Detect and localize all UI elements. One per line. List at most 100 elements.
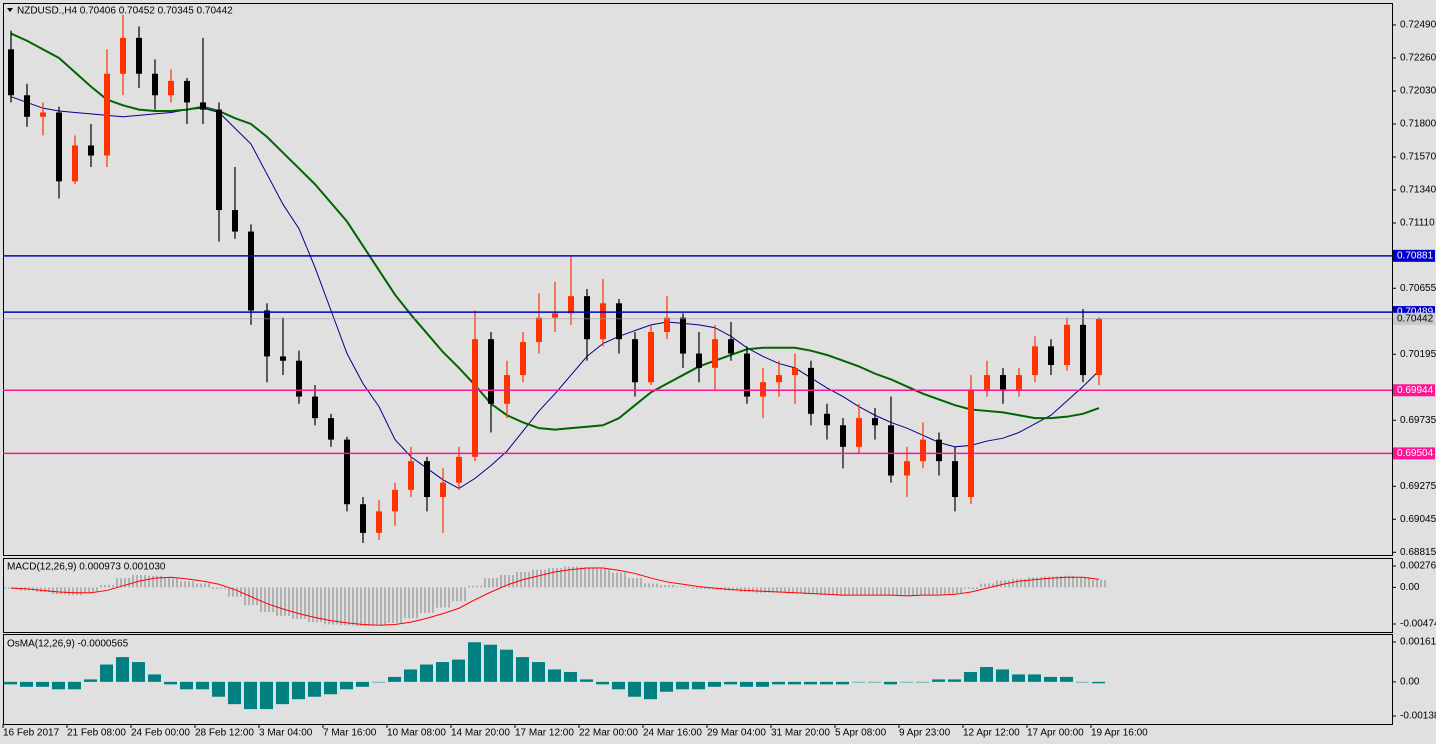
candle-body: [568, 296, 574, 314]
osma-bar: [324, 681, 337, 695]
y-tick-label: 0.72490: [1400, 20, 1436, 31]
osma-bar: [116, 657, 129, 682]
x-tick-label: 24 Feb 00:00: [131, 728, 190, 739]
osma-bar: [564, 671, 577, 682]
osma-bar: [580, 679, 593, 682]
candle-body: [920, 439, 926, 462]
candle-body: [744, 353, 750, 397]
osma-bar: [132, 662, 145, 682]
price-level-tag: [1393, 249, 1435, 262]
y-tick-label: 0.70195: [1400, 349, 1436, 360]
candle-body: [712, 339, 718, 368]
x-tick-label: 10 Mar 08:00: [387, 728, 446, 739]
osma-bar: [708, 681, 721, 687]
y-tick-label: 0.69275: [1400, 481, 1436, 492]
osma-bar: [996, 669, 1009, 682]
y-tick-label: 0.71110: [1400, 218, 1435, 229]
candle-body: [456, 456, 462, 483]
osma-bar: [772, 681, 785, 685]
candle-body: [408, 461, 414, 490]
osma-bar: [196, 681, 209, 690]
x-tick-label: 17 Apr 00:00: [1027, 728, 1084, 739]
osma-bar: [148, 674, 161, 682]
candle-body: [424, 461, 430, 498]
symbol-menu-arrow[interactable]: [7, 8, 13, 12]
osma-bar: [1060, 676, 1073, 682]
osma-bar: [452, 659, 465, 682]
candle-body: [72, 145, 78, 182]
candle-body: [824, 413, 830, 426]
candle-body: [216, 109, 222, 211]
candle-body: [376, 511, 382, 533]
osma-bar: [468, 642, 481, 682]
panel-title: OsMA(12,26,9) -0.0000565: [7, 639, 129, 650]
price-level-label: 0.70881: [1397, 250, 1434, 261]
osma-bar: [516, 657, 529, 682]
osma-bar: [612, 681, 625, 690]
y-tick-label: 0.00: [1400, 582, 1420, 593]
osma-bar: [4, 681, 17, 685]
candle-body: [952, 461, 958, 498]
y-tick-label: 0.00: [1400, 677, 1420, 688]
x-tick-label: 22 Mar 00:00: [579, 728, 638, 739]
last-price-label: 0.70442: [1397, 313, 1434, 324]
osma-bar: [788, 681, 801, 685]
price-level-label: 0.69504: [1397, 448, 1434, 459]
candle-body: [184, 80, 190, 103]
y-tick-label: 0.72030: [1400, 86, 1436, 97]
last-price-tag: [1393, 312, 1435, 325]
candle-body: [392, 489, 398, 512]
y-tick-label: 0.69735: [1400, 415, 1436, 426]
candle-body: [968, 389, 974, 498]
osma-bar: [212, 681, 225, 697]
candle-body: [1080, 324, 1086, 376]
candle-body: [776, 375, 782, 383]
candle-body: [760, 382, 766, 397]
x-tick-label: 19 Apr 16:00: [1091, 728, 1148, 739]
candle-body: [520, 342, 526, 376]
osma-bar: [980, 667, 993, 682]
x-tick-label: 12 Apr 12:00: [963, 728, 1020, 739]
candle-body: [680, 317, 686, 354]
candle-body: [232, 210, 238, 232]
candle-body: [1000, 375, 1006, 390]
osma-bar: [804, 681, 817, 685]
osma-bar: [740, 681, 753, 687]
y-tick-label: -0.00474: [1400, 619, 1436, 630]
x-tick-label: 17 Mar 12:00: [515, 728, 574, 739]
osma-bar: [836, 681, 849, 685]
osma-bar: [36, 681, 49, 687]
osma-bar: [356, 681, 369, 687]
candle-body: [1064, 324, 1070, 366]
osma-bar: [180, 681, 193, 690]
candle-body: [552, 313, 558, 318]
osma-bar: [164, 681, 177, 685]
signal-line: [10, 567, 1100, 626]
osma-bar: [228, 681, 241, 705]
y-tick-label: 0.69045: [1400, 514, 1436, 525]
candle-body: [728, 339, 734, 354]
osma-bar: [660, 681, 673, 692]
osma-bar: [292, 681, 305, 700]
candle-body: [104, 73, 110, 156]
osma-bar: [868, 681, 881, 683]
price-level-label: 0.69944: [1397, 385, 1434, 396]
candle-body: [328, 418, 334, 440]
x-tick-label: 7 Mar 16:00: [323, 728, 377, 739]
x-tick-label: 9 Apr 23:00: [899, 728, 951, 739]
y-tick-label: 0.71800: [1400, 119, 1436, 130]
candle-body: [536, 317, 542, 343]
candle-body: [264, 310, 270, 357]
osma-bar: [756, 681, 769, 687]
osma-bar: [548, 669, 561, 682]
candle-body: [856, 418, 862, 447]
y-tick-label: -0.001380: [1400, 711, 1436, 722]
osma-bar: [484, 644, 497, 682]
osma-bar: [308, 681, 321, 697]
candle-body: [936, 439, 942, 462]
candle-body: [584, 296, 590, 340]
osma-bar: [276, 681, 289, 705]
candle-body: [648, 332, 654, 383]
candle-body: [600, 303, 606, 340]
